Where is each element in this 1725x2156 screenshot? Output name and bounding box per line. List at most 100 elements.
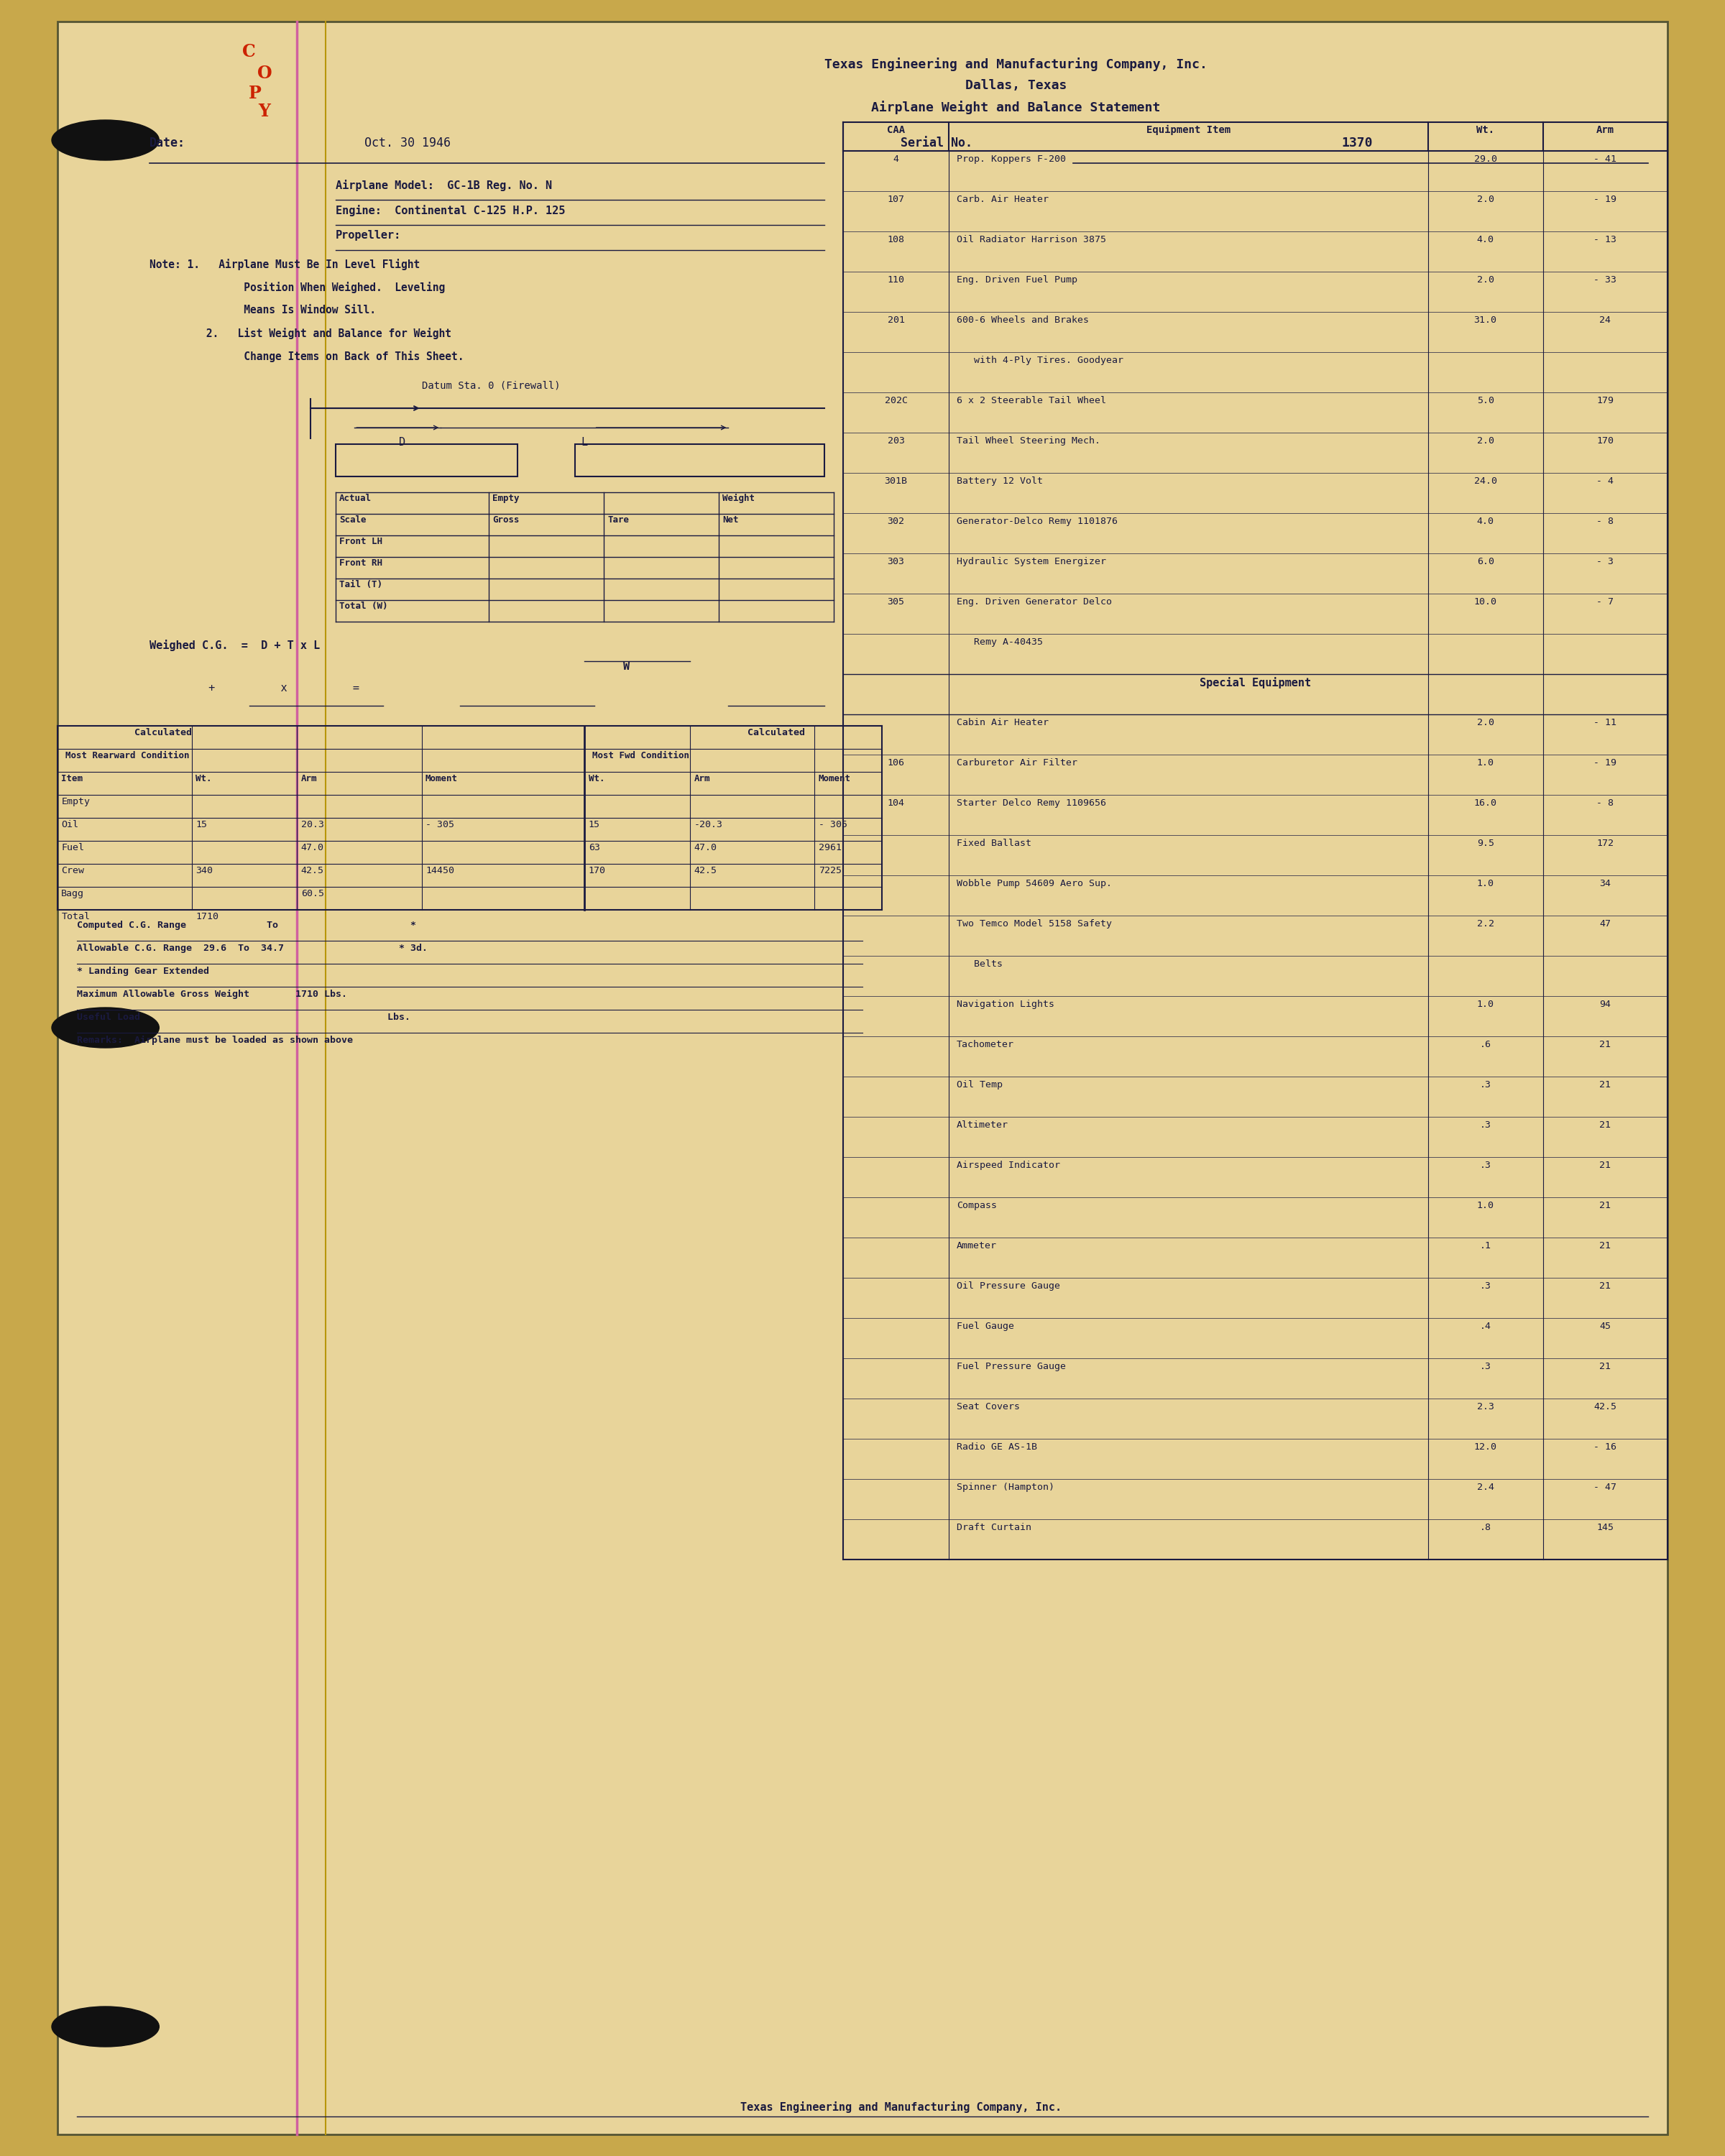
Text: Useful Load                                           Lbs.: Useful Load Lbs. <box>76 1013 411 1022</box>
Text: Arm: Arm <box>693 774 711 783</box>
Text: Navigation Lights: Navigation Lights <box>956 1000 1054 1009</box>
Text: Fuel Gauge: Fuel Gauge <box>956 1322 1014 1330</box>
Text: Total: Total <box>62 912 90 921</box>
Text: Means Is Window Sill.: Means Is Window Sill. <box>150 304 376 315</box>
Text: Belts: Belts <box>956 959 1002 968</box>
Text: Fuel: Fuel <box>62 843 85 852</box>
Text: - 3: - 3 <box>1597 556 1615 567</box>
Text: 24.0: 24.0 <box>1473 476 1497 485</box>
Text: 302: 302 <box>887 517 904 526</box>
Text: 47.0: 47.0 <box>693 843 718 852</box>
Text: 45: 45 <box>1599 1322 1611 1330</box>
Text: Eng. Driven Fuel Pump: Eng. Driven Fuel Pump <box>956 276 1076 285</box>
Text: - 19: - 19 <box>1594 759 1616 768</box>
Text: 2.0: 2.0 <box>1477 436 1494 446</box>
Text: Bagg: Bagg <box>62 888 85 899</box>
Text: Airplane Model:  GC-1B Reg. No. N: Airplane Model: GC-1B Reg. No. N <box>335 179 552 192</box>
Text: 42.5: 42.5 <box>693 867 718 875</box>
Text: 42.5: 42.5 <box>1594 1401 1616 1412</box>
Text: Datum Sta. 0 (Firewall): Datum Sta. 0 (Firewall) <box>421 382 561 390</box>
Text: .3: .3 <box>1480 1363 1490 1371</box>
Text: * Landing Gear Extended: * Landing Gear Extended <box>76 966 209 977</box>
Text: +          x          =: + x = <box>150 683 359 694</box>
Text: Oil Pressure Gauge: Oil Pressure Gauge <box>956 1281 1059 1291</box>
Text: Battery 12 Volt: Battery 12 Volt <box>956 476 1042 485</box>
Text: 2.2: 2.2 <box>1477 918 1494 929</box>
Text: Tare: Tare <box>607 515 630 524</box>
Text: 29.0: 29.0 <box>1473 155 1497 164</box>
Text: 301B: 301B <box>885 476 907 485</box>
Text: Hydraulic System Energizer: Hydraulic System Energizer <box>956 556 1106 567</box>
Circle shape <box>52 2007 159 2046</box>
Text: 24: 24 <box>1599 315 1611 326</box>
Text: 16.0: 16.0 <box>1473 798 1497 808</box>
Text: 21: 21 <box>1599 1201 1611 1210</box>
Text: - 16: - 16 <box>1594 1442 1616 1451</box>
Text: Carb. Air Heater: Carb. Air Heater <box>956 194 1049 205</box>
Text: Most Rearward Condition: Most Rearward Condition <box>66 750 190 761</box>
Text: 20.3: 20.3 <box>300 819 324 830</box>
Text: Serial No.: Serial No. <box>900 136 973 149</box>
Text: Texas Engineering and Manufacturing Company, Inc.: Texas Engineering and Manufacturing Comp… <box>740 2102 1061 2113</box>
Text: Wobble Pump 54609 Aero Sup.: Wobble Pump 54609 Aero Sup. <box>956 880 1111 888</box>
Text: Starter Delco Remy 1109656: Starter Delco Remy 1109656 <box>956 798 1106 808</box>
Text: 104: 104 <box>887 798 904 808</box>
Text: 202C: 202C <box>885 397 907 405</box>
Text: 60.5: 60.5 <box>300 888 324 899</box>
Text: P: P <box>248 84 262 101</box>
Text: 14450: 14450 <box>426 867 454 875</box>
Text: 2.0: 2.0 <box>1477 718 1494 727</box>
Text: 2.0: 2.0 <box>1477 276 1494 285</box>
Text: Scale: Scale <box>340 515 366 524</box>
Text: Oil Temp: Oil Temp <box>956 1080 1002 1089</box>
Text: Airplane Weight and Balance Statement: Airplane Weight and Balance Statement <box>871 101 1161 114</box>
Text: 21: 21 <box>1599 1363 1611 1371</box>
Text: 15: 15 <box>588 819 600 830</box>
Text: Arm: Arm <box>300 774 317 783</box>
Text: Special Equipment: Special Equipment <box>1199 677 1311 688</box>
Text: .6: .6 <box>1480 1039 1490 1050</box>
Text: 1370: 1370 <box>1342 136 1373 149</box>
Text: .8: .8 <box>1480 1522 1490 1533</box>
Text: 21: 21 <box>1599 1160 1611 1171</box>
Text: 21: 21 <box>1599 1080 1611 1089</box>
Text: 600-6 Wheels and Brakes: 600-6 Wheels and Brakes <box>956 315 1088 326</box>
Text: 2.   List Weight and Balance for Weight: 2. List Weight and Balance for Weight <box>150 328 452 338</box>
Text: Compass: Compass <box>956 1201 997 1210</box>
Text: W: W <box>623 662 630 673</box>
Text: 1.0: 1.0 <box>1477 880 1494 888</box>
Text: 15: 15 <box>195 819 207 830</box>
Text: - 11: - 11 <box>1594 718 1616 727</box>
Text: Weighed C.G.  =  D + T x L: Weighed C.G. = D + T x L <box>150 640 321 651</box>
Text: 10.0: 10.0 <box>1473 597 1497 606</box>
Text: Draft Curtain: Draft Curtain <box>956 1522 1032 1533</box>
Text: Empty: Empty <box>493 494 519 502</box>
Text: - 305: - 305 <box>426 819 454 830</box>
Text: 94: 94 <box>1599 1000 1611 1009</box>
Circle shape <box>52 121 159 160</box>
Text: 9.5: 9.5 <box>1477 839 1494 847</box>
Text: Moment: Moment <box>818 774 850 783</box>
Text: 170: 170 <box>588 867 605 875</box>
Text: 4: 4 <box>894 155 899 164</box>
Text: Prop. Koppers F-200: Prop. Koppers F-200 <box>956 155 1066 164</box>
Text: 107: 107 <box>887 194 904 205</box>
Text: - 4: - 4 <box>1597 476 1615 485</box>
Text: 42.5: 42.5 <box>300 867 324 875</box>
Bar <box>574 444 825 476</box>
Text: 2.0: 2.0 <box>1477 194 1494 205</box>
Text: 21: 21 <box>1599 1242 1611 1250</box>
Text: Engine:  Continental C-125 H.P. 125: Engine: Continental C-125 H.P. 125 <box>335 205 566 216</box>
Text: 106: 106 <box>887 759 904 768</box>
Text: Oct. 30 1946: Oct. 30 1946 <box>364 136 450 149</box>
Text: 21: 21 <box>1599 1039 1611 1050</box>
Text: -20.3: -20.3 <box>693 819 723 830</box>
Text: Altimeter: Altimeter <box>956 1121 1007 1130</box>
Text: C: C <box>243 43 255 60</box>
Text: 63: 63 <box>588 843 600 852</box>
Text: Allowable C.G. Range  29.6  To  34.7                    * 3d.: Allowable C.G. Range 29.6 To 34.7 * 3d. <box>76 944 428 953</box>
Text: Position When Weighed.  Leveling: Position When Weighed. Leveling <box>150 282 445 293</box>
Text: Weight: Weight <box>723 494 756 502</box>
Text: Total (W): Total (W) <box>340 602 388 610</box>
Text: - 7: - 7 <box>1597 597 1615 606</box>
